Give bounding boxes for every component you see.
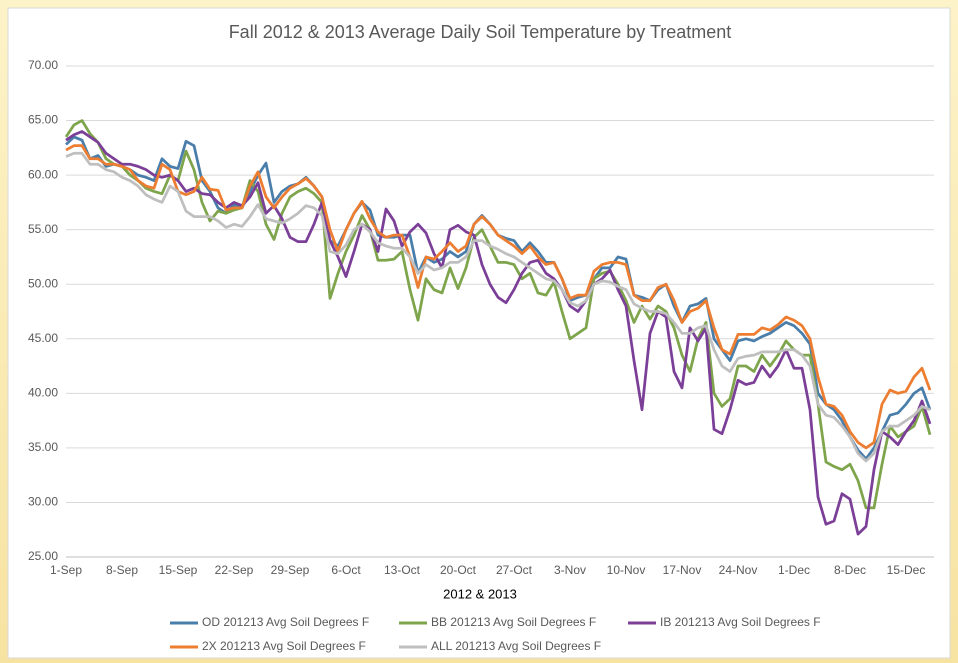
legend-label: 2X 201213 Avg Soil Degrees F — [202, 639, 366, 653]
y-tick-label: 60.00 — [28, 167, 58, 181]
legend-label: BB 201213 Avg Soil Degrees F — [431, 615, 596, 629]
x-tick-label: 13-Oct — [384, 563, 421, 577]
legend-label: IB 201213 Avg Soil Degrees F — [660, 615, 821, 629]
x-tick-label: 3-Nov — [554, 563, 586, 577]
y-tick-label: 25.00 — [28, 549, 58, 563]
y-tick-label: 35.00 — [28, 440, 58, 454]
y-tick-label: 65.00 — [28, 113, 58, 127]
chart-panel — [7, 7, 951, 659]
y-tick-label: 30.00 — [28, 495, 58, 509]
x-tick-label: 20-Oct — [440, 563, 477, 577]
y-tick-label: 45.00 — [28, 331, 58, 345]
x-tick-label: 1-Sep — [50, 563, 82, 577]
x-tick-label: 24-Nov — [719, 563, 758, 577]
x-axis-title: 2012 & 2013 — [443, 586, 517, 601]
y-tick-label: 55.00 — [28, 222, 58, 236]
x-tick-label: 22-Sep — [215, 563, 254, 577]
x-tick-label: 1-Dec — [778, 563, 810, 577]
x-tick-label: 17-Nov — [663, 563, 702, 577]
series-line — [65, 144, 932, 450]
series-line — [65, 151, 931, 463]
x-tick-label: 8-Dec — [834, 563, 866, 577]
x-tick-label: 8-Sep — [106, 563, 138, 577]
x-tick-label: 6-Oct — [331, 563, 361, 577]
y-tick-label: 70.00 — [28, 58, 58, 72]
x-tick-label: 15-Sep — [159, 563, 198, 577]
x-tick-label: 29-Sep — [271, 563, 310, 577]
series-line — [64, 119, 932, 510]
y-tick-label: 40.00 — [28, 386, 58, 400]
x-tick-label: 27-Oct — [496, 563, 533, 577]
y-tick-label: 50.00 — [28, 276, 58, 290]
legend-label: OD 201213 Avg Soil Degrees F — [202, 615, 369, 629]
x-tick-label: 15-Dec — [887, 563, 926, 577]
legend-label: ALL 201213 Avg Soil Degrees F — [431, 639, 601, 653]
x-tick-label: 10-Nov — [607, 563, 646, 577]
chart-title: Fall 2012 & 2013 Average Daily Soil Temp… — [229, 22, 732, 42]
